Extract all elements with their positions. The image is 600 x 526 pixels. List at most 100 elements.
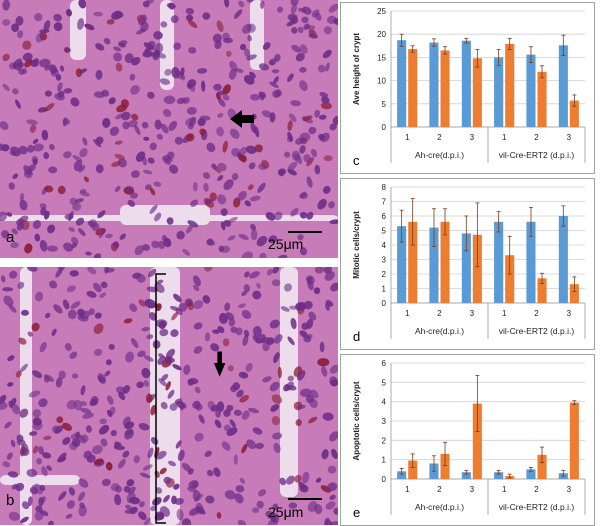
cell-nucleus [173,293,182,303]
cell-nucleus [24,58,33,68]
cell-nucleus [68,227,75,232]
cell-nucleus [271,394,283,404]
cell-nucleus [287,120,293,131]
cell-nucleus [235,327,243,336]
cell-nucleus [113,46,122,52]
scale-bar-label-a: 25μm [268,236,304,252]
cell-nucleus [321,366,328,377]
cell-nucleus [82,412,94,419]
cell-nucleus [329,219,338,225]
error-bar [507,473,512,479]
cell-nucleus [18,145,28,155]
cell-nucleus [241,23,252,34]
cell-nucleus [242,334,249,346]
cell-nucleus [138,511,147,521]
cell-nucleus [171,66,180,79]
bar-series-2 [440,453,450,479]
y-tick-label: 2 [382,270,387,279]
cell-nucleus [157,240,166,250]
cell-nucleus [7,382,14,387]
cell-nucleus [204,199,213,205]
cell-nucleus [324,517,330,525]
cell-nucleus [19,199,28,211]
cell-nucleus [71,438,81,447]
cell-nucleus [238,371,249,379]
cell-nucleus [8,304,17,313]
cell-nucleus [290,207,299,217]
cell-nucleus [155,487,163,494]
cell-nucleus [15,370,22,378]
cell-nucleus [299,191,307,199]
cell-nucleus [221,441,231,451]
bar-series-1 [397,40,407,128]
cell-nucleus [63,151,72,159]
cell-nucleus [248,407,260,414]
cell-nucleus [204,332,211,342]
cell-nucleus [148,312,157,321]
cell-nucleus [22,40,32,50]
x-tick-label: 1 [502,309,507,318]
bar-series-1 [461,40,471,128]
cell-nucleus [157,355,167,365]
cell-nucleus [44,90,52,97]
cell-nucleus [250,93,261,101]
x-tick-label: 3 [567,309,572,318]
cell-nucleus [173,483,180,490]
arrow-down-icon [213,351,226,377]
cell-nucleus [323,155,333,162]
error-bar [431,455,436,472]
y-tick-label: 6 [382,359,387,368]
cell-nucleus [238,0,245,8]
cell-nucleus [301,16,309,24]
cell-nucleus [317,198,327,210]
cell-nucleus [32,409,42,418]
cell-nucleus [105,359,112,366]
cell-nucleus [19,363,29,373]
panel-letter-a: a [6,229,15,246]
cell-nucleus [63,242,74,252]
y-tick-label: 20 [377,30,386,39]
cell-nucleus [17,30,24,39]
panel-letter: d [353,329,360,344]
cell-nucleus [235,484,245,493]
cell-nucleus [124,53,134,64]
cell-nucleus [110,430,117,437]
cell-nucleus [93,282,102,293]
cell-nucleus [322,185,331,194]
cell-nucleus [332,116,338,125]
cell-nucleus [174,136,183,145]
cell-nucleus [0,275,6,283]
cell-nucleus [225,50,232,57]
x-tick-label: 1 [405,485,410,494]
cell-nucleus [187,486,197,493]
cell-nucleus [79,502,85,509]
cell-nucleus [323,26,332,35]
cell-nucleus [216,512,222,519]
cell-nucleus [149,204,158,214]
cell-nucleus [27,496,33,507]
cell-nucleus [166,348,175,359]
cell-nucleus [53,304,63,314]
cell-nucleus [94,312,102,319]
bar-series-1 [526,221,536,303]
cell-nucleus [44,185,54,193]
error-bar [431,38,436,47]
cell-nucleus [314,109,320,118]
cell-nucleus [176,508,184,521]
cell-nucleus [93,11,103,17]
y-tick-label: 1 [382,456,387,465]
cell-nucleus [62,437,71,445]
cell-nucleus [11,404,21,415]
cell-nucleus [19,192,25,202]
error-bar [443,46,448,55]
cell-nucleus [193,322,203,330]
cell-nucleus [227,235,236,241]
cell-nucleus [120,99,130,108]
y-tick-label: 4 [382,398,387,407]
cell-nucleus [11,483,18,490]
cell-nucleus [246,54,257,61]
cell-nucleus [244,48,251,58]
cell-nucleus [266,268,273,276]
cell-nucleus [20,443,29,456]
bar-series-2 [505,255,515,303]
